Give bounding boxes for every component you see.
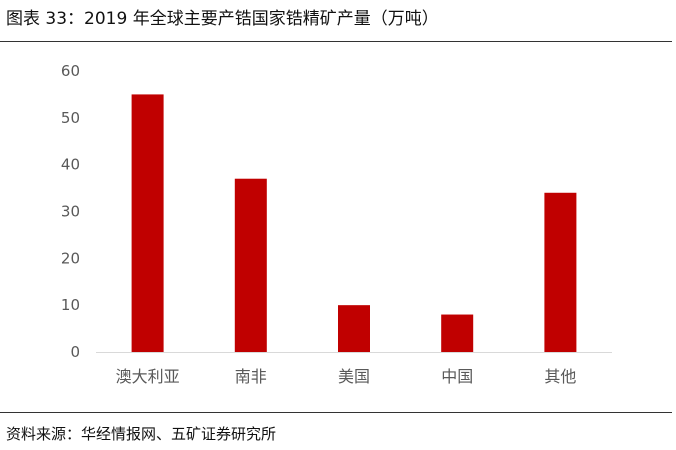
bar [338,305,370,352]
source-divider [0,412,672,413]
x-category-label: 其他 [544,367,576,386]
x-category-label: 南非 [235,367,267,386]
y-tick-label: 60 [61,62,80,80]
y-tick-label: 30 [61,203,80,221]
title-divider [0,41,672,42]
y-axis-ticks: 0 10 20 30 40 50 60 [61,62,80,361]
bar [234,178,267,352]
x-category-label: 澳大利亚 [116,367,180,386]
bar [131,94,164,353]
source-note: 资料来源：华经情报网、五矿证券研究所 [6,425,277,443]
bar [544,192,577,352]
bar [441,314,474,352]
figure-title: 图表 33：2019 年全球主要产锆国家锆精矿产量（万吨） [6,9,439,29]
x-category-label: 美国 [338,367,370,386]
x-axis-labels: 澳大利亚 南非 美国 中国 其他 [116,367,577,386]
y-tick-label: 0 [70,343,80,361]
x-category-label: 中国 [441,367,473,386]
y-tick-label: 10 [61,296,80,314]
bars [131,94,577,353]
y-tick-label: 40 [61,156,80,174]
y-tick-label: 20 [61,249,80,267]
y-tick-label: 50 [61,109,80,127]
